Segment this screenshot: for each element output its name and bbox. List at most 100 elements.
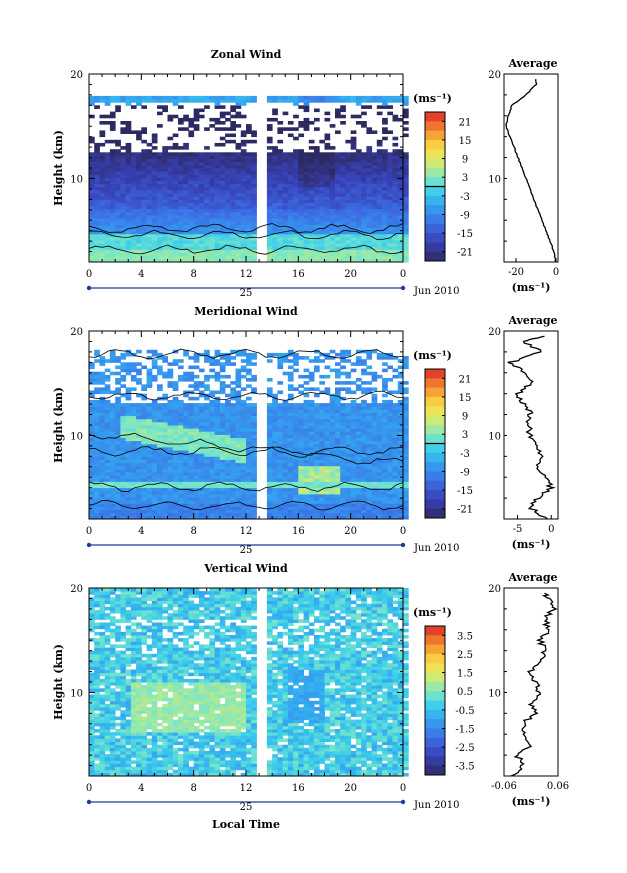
heatmap-cell [251, 221, 257, 225]
heatmap-cell [178, 378, 184, 382]
heatmap-cell [204, 418, 210, 423]
heatmap-cell [115, 456, 121, 460]
heatmap-cell [167, 249, 174, 254]
heatmap-cell [319, 95, 325, 100]
heatmap-cell [240, 114, 247, 119]
heatmap-cell [319, 164, 325, 169]
heatmap-cell [151, 221, 158, 225]
heatmap-cell [193, 425, 200, 429]
heatmap-cell [172, 186, 179, 191]
heatmap-cell [188, 258, 195, 263]
heatmap-cell [151, 133, 158, 138]
heatmap-cell [157, 472, 163, 476]
heatmap-cell [162, 236, 168, 241]
heatmap-cell [188, 487, 195, 492]
heatmap-cell [230, 227, 236, 232]
heatmap-cell [130, 437, 137, 442]
heatmap-cell [120, 500, 127, 504]
heatmap-cell [151, 409, 158, 413]
heatmap-cell [136, 500, 142, 504]
heatmap-cell [345, 506, 352, 511]
heatmap-cell [303, 490, 310, 495]
heatmap-cell [178, 365, 184, 370]
heatmap-cell [130, 243, 137, 247]
heatmap-cell [277, 418, 284, 423]
heatmap-cell [303, 478, 310, 482]
heatmap-cell [340, 180, 346, 185]
heatmap-cell [204, 443, 210, 448]
heatmap-cell [219, 227, 226, 232]
heatmap-cell [308, 425, 315, 429]
heatmap-cell [104, 121, 111, 125]
heatmap-cell [329, 243, 336, 247]
heatmap-cell [303, 255, 310, 260]
heatmap-cell [204, 146, 210, 150]
heatmap-cell [350, 139, 357, 144]
heatmap-cell [355, 475, 362, 479]
heatmap-cell [350, 161, 357, 166]
heatmap-cell [99, 356, 106, 360]
heatmap-cell [272, 412, 278, 417]
heatmap-cell [141, 152, 147, 156]
heatmap-cell [246, 384, 252, 388]
heatmap-cell [387, 164, 393, 169]
heatmap-cell [319, 497, 325, 501]
heatmap-cell [371, 434, 378, 438]
heatmap-cell [157, 406, 163, 410]
heatmap-cell [204, 199, 210, 203]
heatmap-cell [266, 459, 273, 464]
heatmap-cell [193, 164, 200, 169]
heatmap-cell [361, 158, 367, 163]
heatmap-cell [287, 164, 294, 169]
heatmap-cell [225, 224, 231, 228]
heatmap-cell [146, 493, 153, 498]
heatmap-cell [371, 164, 378, 169]
heatmap-cell [230, 493, 236, 498]
heatmap-cell [329, 472, 336, 476]
heatmap-cell [183, 481, 189, 485]
heatmap-cell [246, 428, 252, 432]
heatmap-cell [329, 95, 336, 100]
heatmap-cell [89, 161, 95, 166]
heatmap-cell [167, 434, 174, 438]
heatmap-cell [361, 183, 367, 188]
heatmap-cell [361, 362, 367, 366]
heatmap-cell [141, 421, 147, 426]
heatmap-cell [146, 462, 153, 467]
heatmap-cell [225, 180, 231, 185]
heatmap-cell [376, 180, 383, 185]
heatmap-cell [214, 487, 221, 492]
heatmap-cell [141, 384, 147, 388]
heatmap-cell [151, 161, 158, 166]
heatmap-cell [282, 215, 289, 219]
heatmap-cell [251, 487, 257, 492]
heatmap-cell [219, 196, 226, 200]
heatmap-cell [287, 406, 294, 410]
heatmap-cell [335, 440, 341, 445]
heatmap-cell [141, 434, 147, 438]
heatmap-cell [167, 443, 174, 448]
heatmap-cell [329, 481, 336, 485]
heatmap-cell [282, 249, 289, 254]
heatmap-cell [214, 121, 221, 125]
heatmap-cell [324, 177, 331, 181]
heatmap-cell [361, 186, 367, 191]
heatmap-cell [162, 497, 168, 501]
heatmap-cell [324, 478, 331, 482]
heatmap-cell [324, 111, 331, 116]
heatmap-cell [298, 503, 304, 507]
heatmap-cell [303, 196, 310, 200]
heatmap-cell [214, 434, 221, 438]
heatmap-cell [109, 359, 116, 363]
heatmap-cell [403, 95, 409, 100]
heatmap-cell [130, 211, 137, 216]
heatmap-cell [219, 246, 226, 250]
heatmap-cell [230, 196, 236, 200]
heatmap-cell [183, 168, 189, 172]
heatmap-cell [303, 412, 310, 417]
heatmap-cell [403, 180, 409, 185]
heatmap-cell [136, 412, 142, 417]
heatmap-cell [193, 174, 200, 178]
heatmap-cell [225, 409, 231, 413]
heatmap-cell [167, 509, 174, 514]
